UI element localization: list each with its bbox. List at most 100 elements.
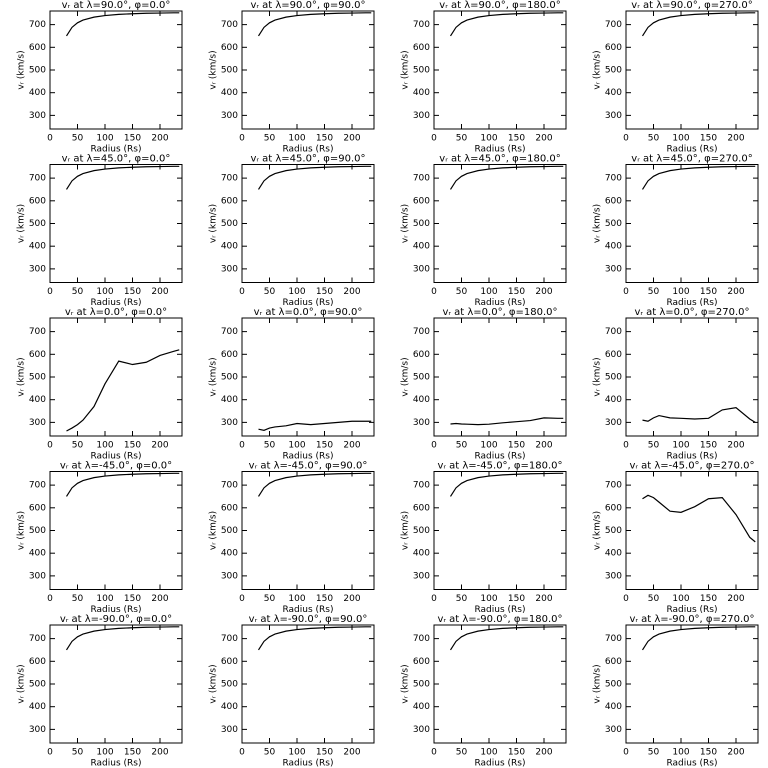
x-tick-label: 100: [480, 134, 497, 144]
chart-title: vᵣ at λ=-45.0°, φ=0.0°: [60, 461, 172, 472]
x-axis-label: Radius (Rs): [474, 452, 525, 462]
y-tick-label: 400: [413, 242, 430, 252]
data-line: [449, 165, 564, 190]
y-tick-label: 500: [413, 219, 430, 229]
y-axis-label: vᵣ (km/s): [17, 511, 27, 550]
y-tick-label: 400: [413, 88, 430, 98]
y-tick-label: 700: [413, 20, 430, 30]
x-tick-label: 150: [700, 287, 717, 297]
y-tick-label: 300: [221, 571, 238, 581]
x-tick-label: 100: [96, 441, 113, 451]
plot-frame: [625, 164, 759, 283]
y-tick-label: 400: [221, 702, 238, 712]
y-tick-label: 700: [221, 20, 238, 30]
y-tick-label: 500: [605, 373, 622, 383]
y-tick-label: 300: [29, 264, 46, 274]
y-axis-label: vᵣ (km/s): [209, 357, 219, 396]
y-axis-label: vᵣ (km/s): [209, 204, 219, 243]
x-axis-label: Radius (Rs): [282, 298, 333, 308]
x-tick-label: 50: [72, 287, 84, 297]
plot-frame: [241, 624, 375, 744]
x-tick-label: 50: [72, 441, 84, 451]
y-tick-label: 400: [221, 549, 238, 559]
y-tick-label: 300: [29, 111, 46, 121]
data-line: [449, 626, 564, 651]
data-line: [65, 626, 180, 651]
x-tick-label: 150: [508, 594, 525, 604]
y-tick-label: 600: [221, 657, 238, 667]
x-tick-label: 0: [623, 594, 629, 604]
x-tick-label: 200: [343, 287, 360, 297]
x-axis-label: Radius (Rs): [666, 605, 717, 615]
y-axis-label: vᵣ (km/s): [17, 50, 27, 89]
y-tick-label: 300: [221, 111, 238, 121]
y-tick-label: 400: [605, 395, 622, 405]
x-axis-label: Radius (Rs): [474, 298, 525, 308]
y-tick-label: 500: [29, 680, 46, 690]
x-axis-label: Radius (Rs): [282, 452, 333, 462]
x-tick-label: 200: [151, 134, 168, 144]
y-axis-label: vᵣ (km/s): [209, 50, 219, 89]
y-tick-label: 600: [605, 503, 622, 513]
x-tick-label: 50: [456, 441, 468, 451]
x-tick-label: 50: [648, 748, 660, 758]
x-tick-label: 200: [535, 441, 552, 451]
y-tick-label: 400: [221, 242, 238, 252]
y-tick-label: 700: [605, 481, 622, 491]
x-tick-label: 200: [343, 134, 360, 144]
y-tick-label: 300: [413, 571, 430, 581]
y-axis-label: vᵣ (km/s): [401, 357, 411, 396]
x-tick-label: 150: [124, 594, 141, 604]
y-tick-label: 700: [413, 174, 430, 184]
y-tick-label: 700: [221, 327, 238, 337]
plot-frame: [241, 10, 375, 130]
y-axis-label: vᵣ (km/s): [17, 357, 27, 396]
y-tick-label: 500: [29, 66, 46, 76]
x-tick-label: 0: [239, 441, 245, 451]
x-tick-label: 100: [288, 594, 305, 604]
x-tick-label: 100: [480, 594, 497, 604]
y-axis-label: vᵣ (km/s): [593, 357, 603, 396]
x-tick-label: 200: [727, 441, 744, 451]
x-tick-label: 0: [47, 748, 53, 758]
x-axis-label: Radius (Rs): [666, 145, 717, 155]
x-tick-label: 50: [264, 287, 276, 297]
chart-title: vᵣ at λ=0.0°, φ=0.0°: [65, 307, 167, 318]
chart-title: vᵣ at λ=90.0°, φ=270.0°: [631, 0, 752, 11]
y-tick-label: 300: [29, 725, 46, 735]
chart-title: vᵣ at λ=0.0°, φ=180.0°: [442, 307, 557, 318]
x-axis-label: Radius (Rs): [666, 298, 717, 308]
x-tick-label: 50: [456, 594, 468, 604]
chart-title: vᵣ at λ=45.0°, φ=180.0°: [439, 154, 560, 165]
x-tick-label: 150: [508, 441, 525, 451]
y-tick-label: 300: [413, 725, 430, 735]
y-tick-label: 500: [413, 680, 430, 690]
data-line: [641, 165, 756, 190]
data-line: [65, 165, 180, 190]
y-tick-label: 300: [413, 264, 430, 274]
y-axis-label: vᵣ (km/s): [17, 664, 27, 703]
x-tick-label: 200: [727, 287, 744, 297]
y-tick-label: 600: [221, 196, 238, 206]
x-tick-label: 100: [672, 594, 689, 604]
y-tick-label: 300: [605, 571, 622, 581]
x-tick-label: 200: [151, 748, 168, 758]
x-axis-label: Radius (Rs): [90, 145, 141, 155]
x-tick-label: 100: [96, 594, 113, 604]
x-tick-label: 200: [727, 134, 744, 144]
x-axis-label: Radius (Rs): [282, 605, 333, 615]
y-tick-label: 600: [605, 43, 622, 53]
x-tick-label: 200: [343, 594, 360, 604]
chart-title: vᵣ at λ=-45.0°, φ=270.0°: [629, 461, 754, 472]
y-tick-label: 500: [413, 526, 430, 536]
y-tick-label: 400: [413, 395, 430, 405]
y-tick-label: 700: [29, 174, 46, 184]
y-tick-label: 500: [29, 373, 46, 383]
y-tick-label: 400: [29, 395, 46, 405]
chart-title: vᵣ at λ=-90.0°, φ=270.0°: [629, 614, 754, 625]
y-tick-label: 600: [605, 196, 622, 206]
y-tick-label: 500: [221, 66, 238, 76]
plot-frame: [433, 164, 567, 283]
y-tick-label: 300: [413, 418, 430, 428]
y-tick-label: 600: [221, 43, 238, 53]
